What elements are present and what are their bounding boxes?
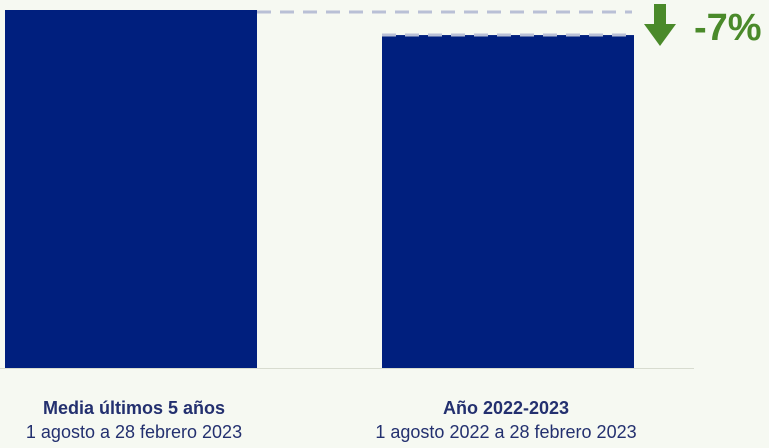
arrow-down-icon: [644, 4, 676, 46]
category-name-1: Año 2022-2023: [442, 398, 570, 418]
bar-1: [382, 35, 634, 369]
category-label-0: Media últimos 5 años 1 agosto a 28 febre…: [0, 396, 284, 444]
category-name-0: Media últimos 5 años: [42, 398, 226, 418]
category-period-0: 1 agosto a 28 febrero 2023: [25, 422, 243, 442]
bar-0: [5, 10, 257, 368]
annotation-label: -7%: [694, 7, 762, 49]
category-period-1: 1 agosto 2022 a 28 febrero 2023: [375, 422, 637, 442]
category-label-1: Año 2022-2023 1 agosto 2022 a 28 febrero…: [356, 396, 656, 444]
